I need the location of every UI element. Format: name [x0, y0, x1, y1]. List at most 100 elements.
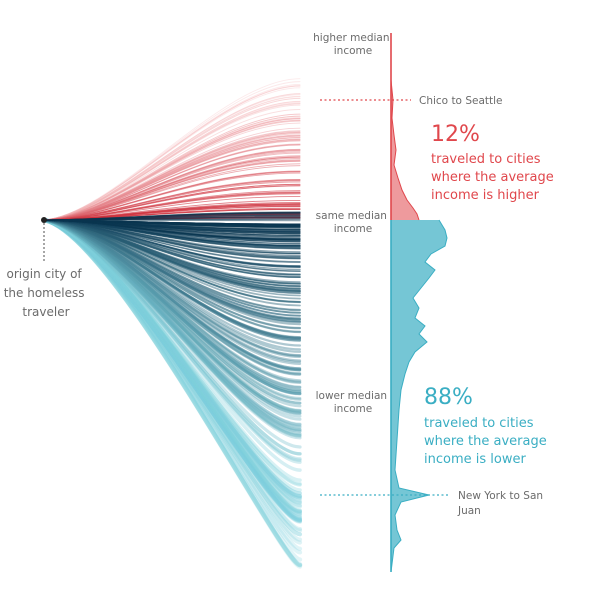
- lower-flow-line-40: [42, 218, 302, 499]
- lower-flow-line-26: [42, 218, 302, 516]
- lower-flow-line-74: [42, 218, 302, 413]
- higher-flow-line-8: [43, 93, 301, 221]
- lower-flow-line-3: [41, 217, 303, 568]
- lower-flow-line-59: [42, 218, 302, 437]
- lower-flow-line-50: [42, 218, 302, 464]
- higher-flow-line-27: [43, 118, 301, 221]
- higher-flow-line-7: [43, 93, 301, 221]
- lower-flow-line-129: [43, 219, 301, 321]
- lower-flow-line-76: [42, 218, 302, 412]
- lower-flow-line-138: [43, 219, 301, 311]
- lower-flow-line-24: [42, 218, 302, 518]
- axis-label-higher-line-2: income: [334, 45, 372, 57]
- lower-caption: traveled to cities where the average inc…: [424, 416, 551, 467]
- lower-flow-line-112: [42, 218, 302, 347]
- lower-flow-line-19: [42, 218, 302, 522]
- lower-flow-line-12: [41, 217, 303, 533]
- lower-flow-line-119: [42, 218, 302, 339]
- lower-flow-line-44: [42, 218, 302, 496]
- higher-caption-line-2: where the average: [431, 170, 554, 185]
- lower-flow-line-107: [42, 218, 302, 358]
- lower-flow-line-130: [43, 219, 301, 321]
- lower-flow-line-39: [42, 218, 302, 500]
- lower-flow-line-109: [42, 218, 302, 357]
- lower-flow-line-38: [42, 218, 302, 500]
- lower-flow-line-17: [42, 218, 302, 523]
- higher-flow-line-9: [43, 94, 301, 221]
- lower-income-distribution: [391, 220, 447, 572]
- lower-flow-line-67: [42, 218, 302, 427]
- higher-flow-line-6: [43, 87, 301, 221]
- lower-flow-line-103: [42, 218, 302, 370]
- chico-seattle-label: Chico to Seattle: [419, 95, 503, 107]
- lower-flow-line-118: [42, 218, 302, 339]
- lower-flow-line-147: [43, 219, 301, 293]
- lower-flow-line-144: [43, 219, 301, 297]
- higher-flow-line-0: [43, 78, 301, 221]
- higher-flow-line-1: [43, 81, 301, 221]
- axis-label-same-line-1: same median: [316, 210, 387, 222]
- lower-flow-line-137: [43, 219, 301, 312]
- lower-flow-line-55: [42, 218, 302, 449]
- lower-flow-line-126: [43, 219, 301, 324]
- higher-flow-line-11: [43, 96, 301, 221]
- lower-flow-line-116: [42, 218, 302, 340]
- lower-flow-line-27: [42, 218, 302, 515]
- lower-flow-line-104: [42, 218, 302, 365]
- lower-flow-line-2: [41, 217, 303, 568]
- higher-flow-line-2: [43, 83, 301, 221]
- lower-flow-line-96: [42, 218, 302, 376]
- lower-flow-line-136: [43, 219, 301, 314]
- lower-flow-line-72: [42, 218, 302, 415]
- higher-flow-line-19: [43, 104, 301, 221]
- lower-flow-line-0: [41, 217, 303, 569]
- higher-caption-line-1: traveled to cities: [431, 152, 541, 167]
- higher-flow-line-18: [43, 103, 301, 221]
- lower-flow-line-71: [42, 218, 302, 415]
- lower-flow-line-139: [43, 219, 301, 307]
- higher-flow-line-10: [43, 95, 301, 221]
- lower-flow-line-124: [42, 218, 302, 329]
- lower-flow-line-92: [42, 218, 302, 384]
- lower-flow-line-106: [42, 218, 302, 362]
- higher-flow-line-16: [43, 102, 301, 221]
- lower-flow-line-143: [43, 219, 301, 300]
- lower-caption-line-3: income is lower: [424, 452, 526, 467]
- lower-flow-line-101: [42, 218, 302, 371]
- lower-flow-line-21: [42, 218, 302, 521]
- lower-flow-line-52: [42, 218, 302, 461]
- higher-flow-line-41: [43, 135, 301, 221]
- higher-flow-line-5: [43, 85, 301, 221]
- lower-flow-line-85: [42, 218, 302, 395]
- higher-flow-line-45: [43, 139, 301, 221]
- lower-flow-line-7: [41, 217, 303, 551]
- higher-flow-line-20: [43, 109, 301, 221]
- lower-flow-line-86: [42, 218, 302, 394]
- lower-flow-line-114: [42, 218, 302, 342]
- lower-flow-line-78: [42, 218, 302, 405]
- lower-flow-line-63: [42, 218, 302, 432]
- lower-flow-line-132: [43, 219, 301, 320]
- lower-flow-line-100: [42, 218, 302, 371]
- lower-flow-line-10: [41, 217, 303, 537]
- axis-label-same: same median income: [316, 210, 391, 235]
- higher-flow-line-26: [43, 117, 301, 221]
- lower-flow-line-83: [42, 218, 302, 396]
- higher-flow-line-43: [43, 137, 301, 221]
- lower-flow-line-16: [42, 218, 302, 523]
- lower-flow-line-43: [42, 218, 302, 496]
- lower-flow-line-120: [42, 218, 302, 339]
- lower-flow-line-141: [43, 219, 301, 303]
- newyork-sanjuan-label-line-2: Juan: [457, 505, 481, 517]
- lower-flow-line-108: [42, 218, 302, 357]
- axis-label-lower: lower median income: [316, 390, 391, 415]
- lower-flow-line-58: [42, 218, 302, 438]
- lower-flow-line-36: [42, 218, 302, 503]
- lower-flow-line-149: [43, 219, 301, 292]
- lower-flow-line-13: [41, 217, 303, 532]
- higher-flow-line-29: [43, 119, 301, 221]
- lower-caption-line-2: where the average: [424, 434, 547, 449]
- lower-flow-line-41: [42, 218, 302, 498]
- lower-flow-line-33: [42, 218, 302, 508]
- higher-flow-line-36: [43, 131, 301, 221]
